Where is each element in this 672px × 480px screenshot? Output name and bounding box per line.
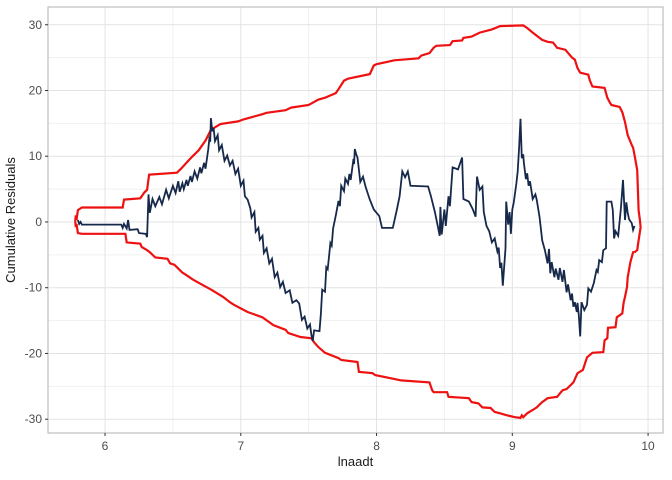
y-tick-label: -10 [25,281,43,295]
x-tick-label: 7 [237,439,244,453]
y-tick-label: -30 [25,412,43,426]
y-axis-tick-labels: -30 -20 -10 0 10 20 30 [25,18,43,426]
y-tick-label: 20 [29,83,43,97]
x-tick-label: 8 [373,439,380,453]
x-tick-label: 9 [509,439,516,453]
series-envelope-upper [74,24,642,254]
x-tick-label: 10 [641,439,655,453]
x-tick-label: 6 [102,439,109,453]
axis-tick-marks [45,24,649,436]
panel-border [47,6,664,434]
y-axis-title: Cumulative Residuals [3,157,18,283]
y-tick-label: -20 [25,346,43,360]
y-tick-label: 30 [29,18,43,32]
x-axis-tick-labels: 6 7 8 9 10 [102,439,655,453]
y-tick-label: 10 [29,149,43,163]
series-cumulative-residuals [77,118,636,342]
series-envelope-lower [74,221,635,420]
x-axis-title: lnaadt [338,454,374,469]
grid-minor-lines [48,7,663,433]
data-series [74,24,642,420]
y-tick-label: 0 [35,215,42,229]
